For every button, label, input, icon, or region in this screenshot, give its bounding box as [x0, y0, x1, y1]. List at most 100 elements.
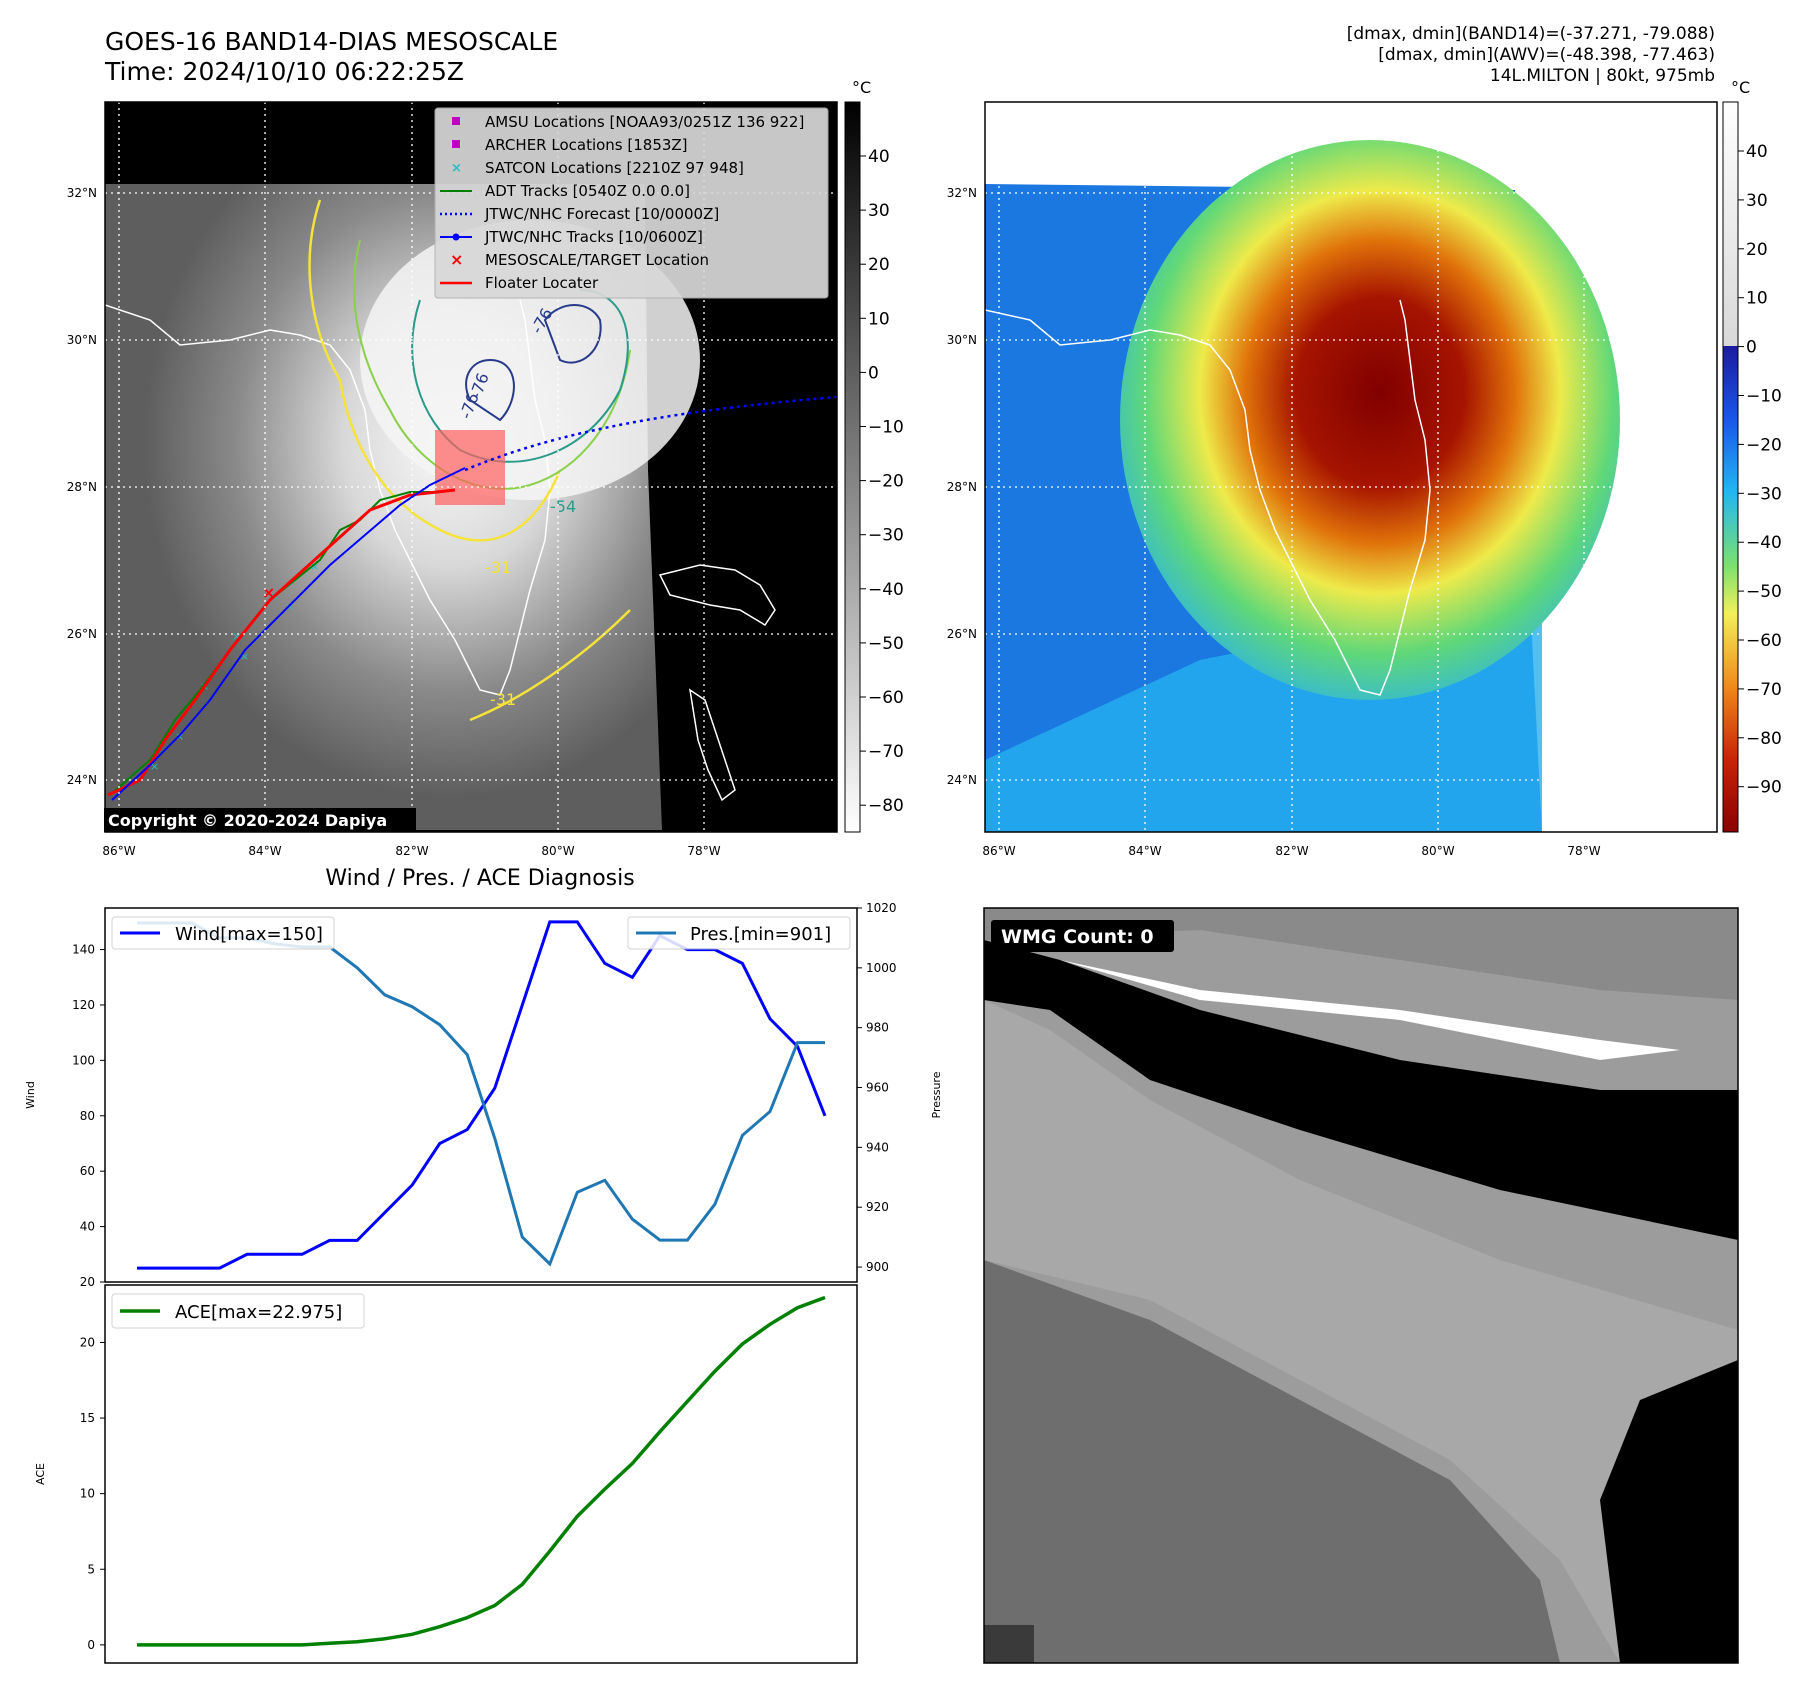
lat-label: 26°N [67, 627, 97, 641]
stats-storm: 14L.MILTON | 80kt, 975mb [1490, 66, 1715, 86]
lon-label: 80°W [541, 844, 574, 858]
color-colorbar: °C 40 30 20 10 0 −10 −20 −30 −40 −50 −60 −70 −80 −90 [1722, 78, 1782, 833]
wmg-region-light [984, 1000, 1738, 1663]
wind-legend-label: Wind[max=150] [175, 924, 323, 945]
wind-tick-label: 100 [72, 1053, 95, 1067]
color-colorbar-tick-label: −20 [1746, 435, 1782, 455]
contour-yellow-south [469, 609, 631, 722]
storm-field [1120, 140, 1620, 700]
gray-colorbar-tick-label: −20 [868, 472, 904, 492]
color-colorbar-tick-label: −50 [1746, 582, 1782, 602]
color-colorbar-unit: °C [1731, 78, 1750, 97]
ace-legend-label: ACE[max=22.975] [175, 1302, 342, 1323]
color-colorbar-tick-label: −60 [1746, 631, 1782, 651]
figure-title: GOES-16 BAND14-DIAS MESOSCALE [105, 27, 558, 56]
wmg-corner-patch [984, 1625, 1034, 1663]
map-frame [104, 101, 838, 833]
svg-text:×: × [150, 760, 159, 773]
wind-tick-label: 40 [80, 1220, 95, 1234]
ace-tick-label: 5 [87, 1562, 95, 1576]
contour-label: -31 [490, 690, 516, 709]
gray-colorbar-tick-label: 10 [868, 309, 890, 329]
mesoscale-box [435, 430, 505, 505]
lon-label: 78°W [1567, 844, 1600, 858]
target-swatch: × [450, 250, 463, 269]
lon-label: 82°W [1275, 844, 1308, 858]
legend-item: SATCON Locations [2210Z 97 948] [485, 159, 744, 177]
legend-item: ADT Tracks [0540Z 0.0 0.0] [485, 182, 690, 200]
legend-item: AMSU Locations [NOAA93/0251Z 136 922] [485, 113, 804, 131]
color-colorbar-tick-label: 40 [1746, 142, 1768, 162]
gray-colorbar-bar [844, 101, 861, 833]
forecast-track [464, 395, 837, 472]
svg-text:×: × [310, 560, 319, 573]
color-colorbar-tick-label: −10 [1746, 387, 1782, 407]
ace-legend-box [111, 1293, 365, 1329]
ace-axes-frame [104, 1284, 858, 1664]
lon-label: 84°W [1128, 844, 1161, 858]
wind-series-line [137, 920, 827, 1270]
wmg-label-box [991, 920, 1174, 952]
ace-series-line [137, 1295, 826, 1647]
bahamas-outline [658, 564, 776, 627]
legend-item: Floater Locater [485, 274, 599, 292]
archer-swatch [452, 140, 460, 148]
wmg-region-dark [984, 1260, 1560, 1663]
copyright-text: Copyright © 2020-2024 Dapiya [108, 811, 387, 830]
ace-tick-label: 15 [80, 1411, 95, 1425]
amsu-swatch [452, 117, 460, 125]
lon-label: 84°W [248, 844, 281, 858]
wind-tick-label: 140 [72, 943, 95, 957]
pressure-legend-box [627, 916, 851, 950]
lon-label: 86°W [982, 844, 1015, 858]
coastline [105, 299, 551, 696]
coastline [985, 299, 1431, 696]
contour-label: -54 [550, 497, 576, 516]
target-marker: × [262, 583, 275, 602]
color-colorbar-tick-label: 0 [1746, 338, 1757, 358]
lat-label: 24°N [947, 773, 977, 787]
pressure-legend-label: Pres.[min=901] [690, 924, 831, 945]
wind-tick-label: 80 [80, 1109, 95, 1123]
gray-colorbar-ticks: 40 30 20 10 0 −10 −20 −30 −40 −50 −60 −70 −80 [860, 147, 904, 816]
lon-label: 86°W [102, 844, 135, 858]
color-colorbar-tick-label: −80 [1746, 729, 1782, 749]
gray-colorbar-tick-label: −10 [868, 418, 904, 438]
adt-track [109, 491, 440, 796]
lat-label: 32°N [67, 186, 97, 200]
wmg-region-black [984, 940, 1738, 1240]
ace-points [136, 1297, 826, 1645]
gray-colorbar-tick-label: 20 [868, 255, 890, 275]
pressure-tick-label: 980 [866, 1021, 889, 1035]
pressure-axis-label: Pressure [930, 1071, 943, 1118]
wind-axis-label: Wind [24, 1081, 37, 1109]
ace-chart: ACE 0 5 10 15 20 ACE[max=22.975] [34, 1284, 858, 1664]
map-frame [984, 101, 1718, 833]
color-colorbar-positive [1723, 102, 1738, 346]
ace-ticks: 0 5 10 15 20 [80, 1335, 105, 1652]
lat-label: 32°N [947, 186, 977, 200]
floater-track [107, 488, 456, 797]
legend-item: JTWC/NHC Forecast [10/0000Z] [484, 205, 719, 223]
pressure-ticks: 900 920 940 960 980 1000 1020 [857, 901, 897, 1274]
wind-tick-label: 20 [80, 1275, 95, 1289]
copyright-box [104, 808, 416, 832]
color-colorbar-tick-label: −90 [1746, 778, 1782, 798]
figure-time: Time: 2024/10/10 06:22:25Z [104, 57, 464, 86]
lat-label: 26°N [947, 627, 977, 641]
ace-tick-label: 20 [80, 1335, 95, 1349]
ace-axis-label: ACE [34, 1463, 47, 1485]
lon-label: 80°W [1421, 844, 1454, 858]
gray-colorbar-unit: °C [852, 78, 871, 97]
wind-tick-label: 60 [80, 1164, 95, 1178]
contour-navy-1 [465, 358, 515, 422]
color-colorbar-tick-label: 10 [1746, 289, 1768, 309]
wmg-panel: WMG Count: 0 [983, 907, 1739, 1664]
contour-navy-2 [543, 304, 602, 364]
wind-tick-label: 120 [72, 998, 95, 1012]
island-outline [688, 688, 736, 802]
chart-title: Wind / Pres. / ACE Diagnosis [325, 866, 634, 891]
gray-colorbar-tick-label: 40 [868, 147, 890, 167]
ir-map-panel: -76 -76 -76 -54 -31 -31 ×× ×× ×× ×× × [67, 101, 838, 858]
